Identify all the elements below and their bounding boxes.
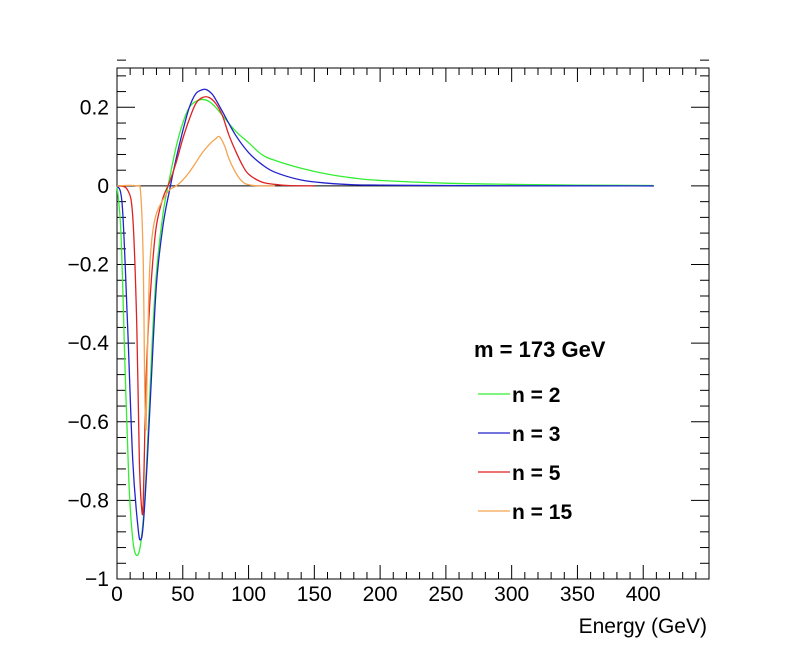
legend-label: n = 15 [512, 501, 572, 524]
x-tick-label: 100 [231, 583, 266, 606]
x-tick-label: 300 [494, 583, 529, 606]
x-tick-label: 250 [428, 583, 463, 606]
legend-entries: n = 2 n = 3 n = 5 n = 15 [478, 384, 572, 524]
legend-label: n = 5 [512, 462, 561, 485]
series-line-3 [116, 96, 315, 516]
plot-frame [116, 67, 710, 580]
axis-ticks [116, 59, 710, 580]
y-tick-label: −1 [85, 568, 109, 591]
x-tick-label: 350 [560, 583, 595, 606]
x-tick-label: 150 [297, 583, 332, 606]
y-tick-label: −0.8 [68, 489, 109, 512]
x-tick-label: 200 [363, 583, 398, 606]
series-line-4 [116, 135, 275, 431]
series-line-2 [116, 88, 654, 541]
axis-tick-labels: 0 50 100 150 200 250 300 350 400 −1 −0.8 −0.6 −0.4 −0… [68, 96, 661, 606]
legend-title: m = 173 GeV [474, 337, 606, 362]
x-axis-title: Energy (GeV) [579, 615, 707, 638]
x-tick-label: 400 [626, 583, 661, 606]
legend-label: n = 3 [512, 423, 560, 446]
y-tick-label: 0.2 [80, 96, 109, 119]
y-tick-label: 0 [97, 175, 109, 198]
series-lines [116, 88, 654, 557]
y-tick-label: −0.6 [68, 411, 109, 434]
x-tick-label: 50 [171, 583, 194, 606]
y-tick-label: −0.4 [68, 332, 110, 355]
x-tick-label: 0 [111, 583, 123, 606]
legend: m = 173 GeV n = 2 n = 3 n = 5 n = 15 [474, 337, 606, 524]
series-line-1 [116, 98, 654, 557]
y-tick-label: −0.2 [68, 254, 109, 277]
legend-label: n = 2 [512, 384, 560, 407]
